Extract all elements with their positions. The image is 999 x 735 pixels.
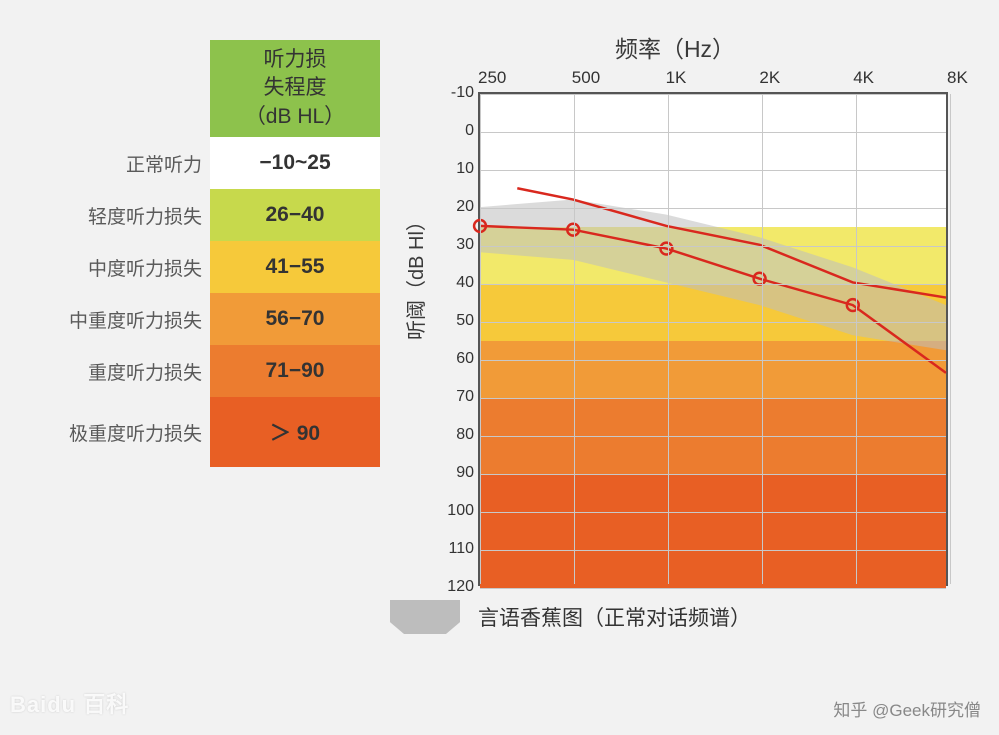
legend-row: 正常听力−10~25 [60,137,390,189]
grid-line-h [480,170,946,171]
banana-legend-text: 言语香蕉图（正常对话频谱） [478,602,751,632]
grid-line-h [480,208,946,209]
legend-header-l2: 失程度 [264,76,327,99]
grid-line-h [480,550,946,551]
y-tick: 0 [438,122,474,140]
legend-row: 极重度听力损失＞ 90 [60,397,390,467]
x-tick-labels: 250 500 1K 2K 4K 8K [478,68,948,88]
legend-table: 听力损 失程度 （dB HL） 正常听力−10~25轻度听力损失26−40中度听… [60,30,390,650]
grid-line-v [856,94,857,584]
x-axis-title: 频率（Hz） [390,30,960,68]
y-tick: 90 [438,464,474,482]
grid-line-v [480,94,481,584]
grid-line-h [480,474,946,475]
grid-line-h [480,284,946,285]
y-tick: 110 [438,540,474,558]
grid-line-h [480,512,946,513]
legend-row: 轻度听力损失26−40 [60,189,390,241]
grid-line-h [480,132,946,133]
grid-line-h [480,588,946,589]
y-axis-label: 听阈（dB Hl） [400,211,429,340]
grid-line-h [480,398,946,399]
x-tick: 250 [478,68,479,88]
grid-line-h [480,360,946,361]
y-tick: -10 [438,84,474,102]
legend-row: 重度听力损失71−90 [60,345,390,397]
y-tick: 10 [438,160,474,178]
legend-row-value: 41−55 [210,241,380,293]
legend-row-label: 轻度听力损失 [60,189,210,241]
grid-line-v [668,94,669,584]
grid-line-v [574,94,575,584]
legend-header-l1: 听力损 [264,48,327,71]
y-tick: 50 [438,312,474,330]
banana-legend: 言语香蕉图（正常对话频谱） [390,600,751,634]
legend-row: 中度听力损失41−55 [60,241,390,293]
grid-line-v [950,94,951,584]
legend-row: 中重度听力损失56−70 [60,293,390,345]
x-tick: 8K [947,68,948,88]
legend-header: 听力损 失程度 （dB HL） [210,40,380,137]
y-tick: 40 [438,274,474,292]
legend-row-label: 极重度听力损失 [60,397,210,467]
grid-line-h [480,436,946,437]
y-tick: 20 [438,198,474,216]
grid-line-v [762,94,763,584]
legend-row-value: ＞ 90 [210,397,380,467]
speech-banana-shape [480,200,946,351]
watermark-zhihu: 知乎 @Geek研究僧 [833,696,981,721]
legend-row-label: 正常听力 [60,137,210,189]
legend-row-value: 56−70 [210,293,380,345]
grid-line-h [480,322,946,323]
chart-plot-area [478,92,948,586]
x-tick: 500 [572,68,573,88]
watermark-baidu: Baidu 百科 [10,687,129,719]
y-tick: 70 [438,388,474,406]
legend-row-value: 26−40 [210,189,380,241]
legend-row-label: 中度听力损失 [60,241,210,293]
main-figure: 听力损 失程度 （dB HL） 正常听力−10~25轻度听力损失26−40中度听… [60,30,960,650]
x-tick: 2K [759,68,760,88]
legend-header-l3: （dB HL） [245,105,345,128]
y-tick: 120 [438,578,474,596]
y-tick: 60 [438,350,474,368]
legend-row-value: 71−90 [210,345,380,397]
banana-swatch [390,600,460,634]
legend-row-label: 重度听力损失 [60,345,210,397]
legend-row-label: 中重度听力损失 [60,293,210,345]
grid-line-h [480,94,946,95]
y-tick: 100 [438,502,474,520]
grid-line-h [480,246,946,247]
x-tick: 1K [666,68,667,88]
legend-row-value: −10~25 [210,137,380,189]
x-tick: 4K [853,68,854,88]
y-tick: 80 [438,426,474,444]
audiogram-chart: 频率（Hz） 250 500 1K 2K 4K 8K 听阈（dB Hl） -10 0 10 20… [390,30,960,650]
y-tick: 30 [438,236,474,254]
